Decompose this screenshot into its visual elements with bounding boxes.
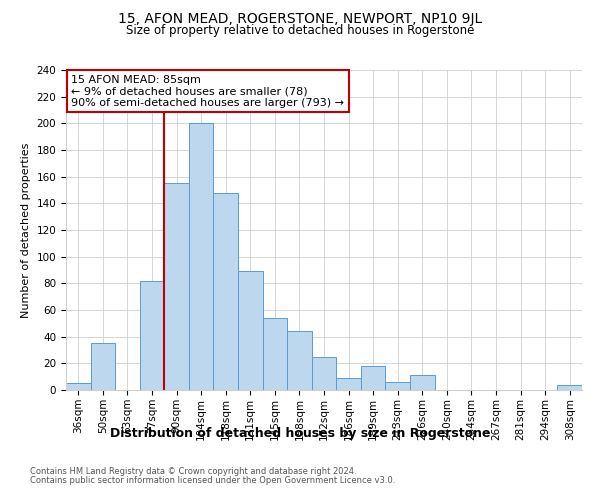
Bar — [385, 382, 410, 390]
Bar — [214, 192, 238, 390]
Text: Size of property relative to detached houses in Rogerstone: Size of property relative to detached ho… — [126, 24, 474, 37]
Bar — [336, 378, 361, 390]
Bar — [410, 376, 434, 390]
Text: Distribution of detached houses by size in Rogerstone: Distribution of detached houses by size … — [110, 428, 490, 440]
Bar — [263, 318, 287, 390]
Bar — [238, 272, 263, 390]
Bar — [287, 332, 312, 390]
Text: 15, AFON MEAD, ROGERSTONE, NEWPORT, NP10 9JL: 15, AFON MEAD, ROGERSTONE, NEWPORT, NP10… — [118, 12, 482, 26]
Bar — [189, 124, 214, 390]
Text: Contains public sector information licensed under the Open Government Licence v3: Contains public sector information licen… — [30, 476, 395, 485]
Bar — [91, 344, 115, 390]
Bar — [361, 366, 385, 390]
Bar — [312, 356, 336, 390]
Y-axis label: Number of detached properties: Number of detached properties — [21, 142, 31, 318]
Bar — [66, 384, 91, 390]
Bar — [557, 384, 582, 390]
Text: Contains HM Land Registry data © Crown copyright and database right 2024.: Contains HM Land Registry data © Crown c… — [30, 467, 356, 476]
Bar — [164, 184, 189, 390]
Text: 15 AFON MEAD: 85sqm
← 9% of detached houses are smaller (78)
90% of semi-detache: 15 AFON MEAD: 85sqm ← 9% of detached hou… — [71, 75, 344, 108]
Bar — [140, 280, 164, 390]
